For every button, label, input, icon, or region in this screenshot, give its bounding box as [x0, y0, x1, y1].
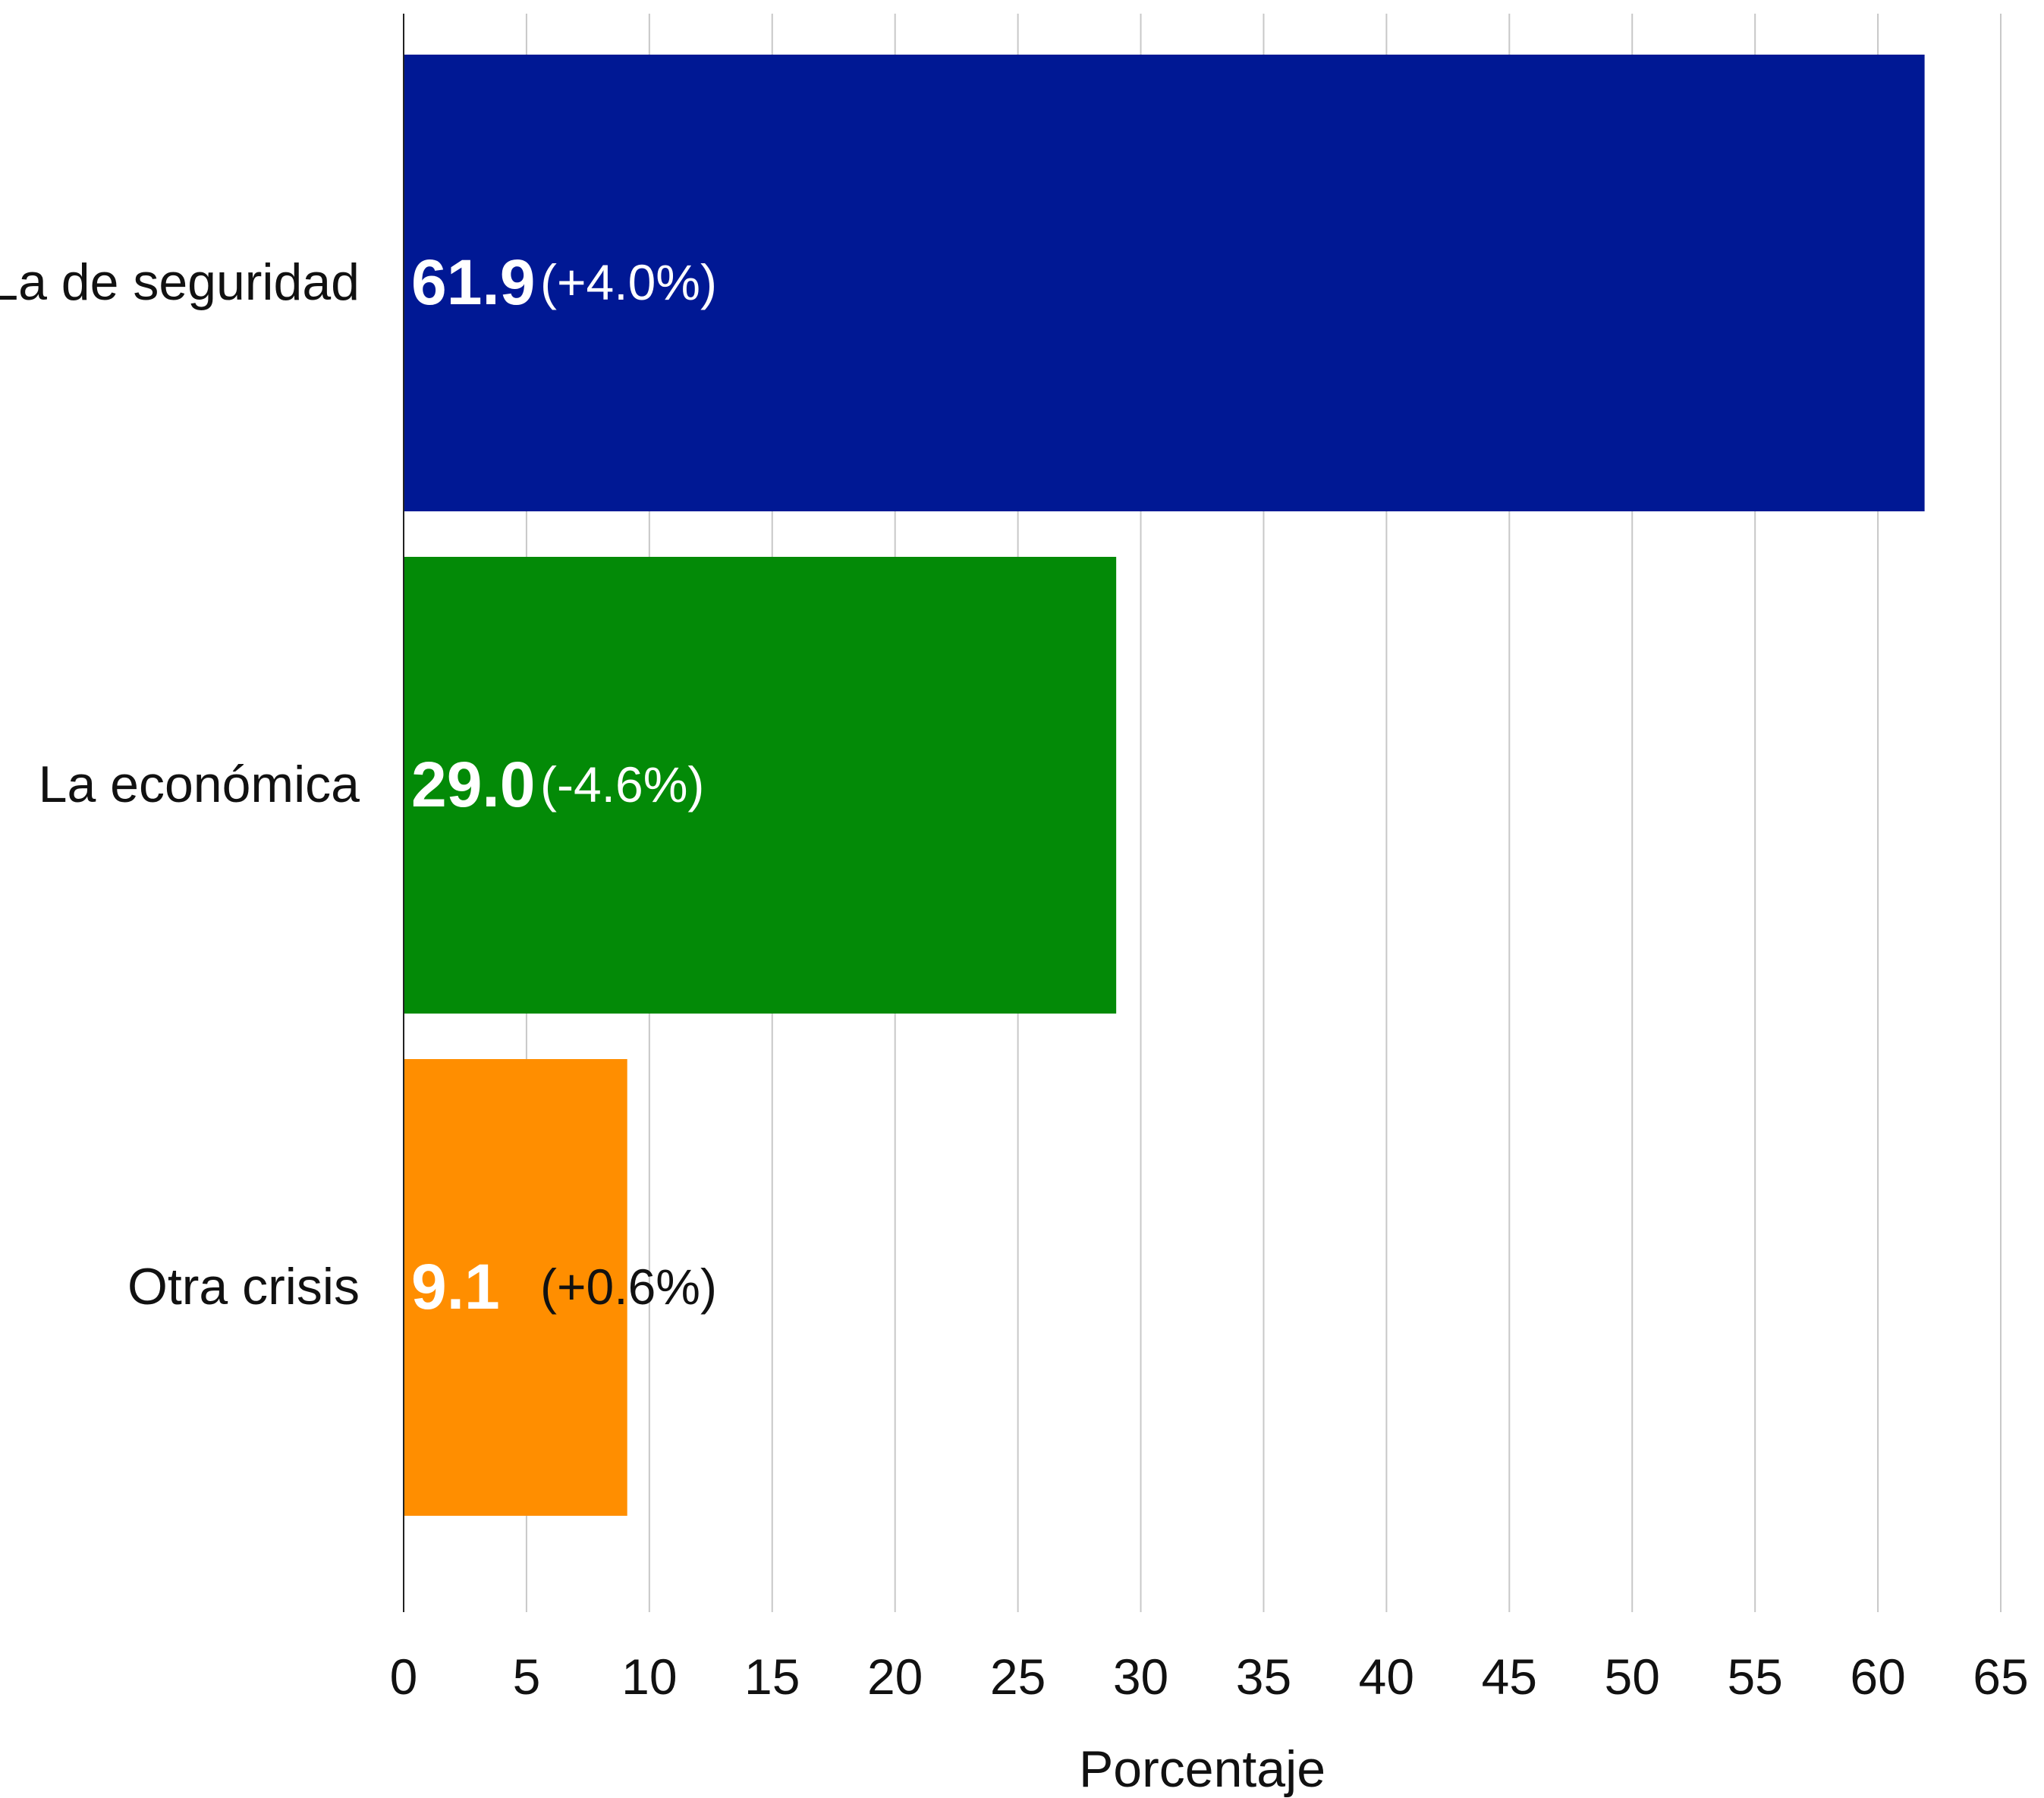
x-tick-label: 60: [1850, 1649, 1905, 1705]
bar: [404, 55, 1925, 511]
x-tick-label: 55: [1727, 1649, 1782, 1705]
x-tick-label: 5: [513, 1649, 541, 1705]
x-tick-label: 65: [1973, 1649, 2028, 1705]
x-tick-label: 45: [1482, 1649, 1537, 1705]
category-label: Otra crisis: [127, 1258, 360, 1315]
x-tick-labels: 0 5 10 15 20 25 30 35 40 45 50 55 60 65: [390, 1649, 2029, 1705]
x-tick-label: 50: [1605, 1649, 1660, 1705]
category-labels: La de seguridad La económica Otra crisis: [0, 253, 360, 1315]
x-tick-label: 40: [1359, 1649, 1414, 1705]
x-tick-label: 25: [990, 1649, 1046, 1705]
x-tick-label: 10: [621, 1649, 677, 1705]
bar-value-label: 61.9: [411, 247, 536, 318]
x-tick-label: 30: [1113, 1649, 1168, 1705]
bar-labels: 61.9 (+4.0%) 29.0 (-4.6%) 9.1 (+0.6%): [411, 247, 717, 1322]
category-label: La de seguridad: [0, 253, 360, 311]
bar-value-label: 29.0: [411, 749, 536, 820]
bar-change-label: (+0.6%): [540, 1259, 717, 1315]
x-tick-label: 20: [867, 1649, 923, 1705]
x-axis-title: Porcentaje: [1079, 1740, 1325, 1798]
bar-change-label: (-4.6%): [540, 756, 704, 813]
bar-change-label: (+4.0%): [540, 254, 717, 310]
bar: [404, 1059, 627, 1516]
bars: [404, 55, 1925, 1516]
x-tick-label: 15: [744, 1649, 800, 1705]
category-label: La económica: [39, 756, 360, 813]
x-tick-label: 0: [390, 1649, 418, 1705]
bar-value-label: 9.1: [411, 1251, 500, 1322]
bar: [404, 557, 1117, 1014]
x-tick-label: 35: [1236, 1649, 1291, 1705]
